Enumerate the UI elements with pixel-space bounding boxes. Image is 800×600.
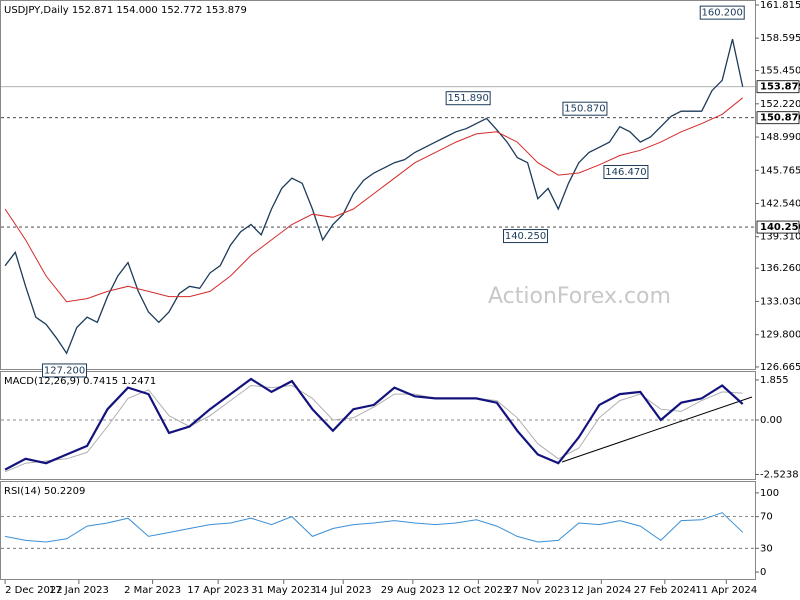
level-tag	[756, 80, 800, 94]
y-tick-label: 30	[760, 543, 773, 554]
x-tick-label: 17 Jan 2023	[49, 585, 109, 596]
y-tick-label: 126.665	[760, 362, 800, 373]
series-line	[4, 97, 744, 303]
x-tick-label: 12 Oct 2023	[447, 585, 509, 596]
x-tick-label: 27 Nov 2023	[506, 585, 570, 596]
y-tick-label: -2.5238	[760, 469, 799, 480]
level-tag	[756, 111, 800, 125]
annotation-label: 127.200	[44, 365, 85, 376]
x-tick-label: 11 Apr 2024	[695, 585, 757, 596]
level-tag-label: 140.250	[760, 222, 800, 233]
x-tick-label: 2 Dec 2022	[5, 585, 63, 596]
annotation-label: 140.250	[505, 231, 546, 242]
x-tick-label: 31 May 2023	[251, 585, 316, 596]
pane-title: MACD(12,26,9) 0.7415 1.2471	[4, 376, 156, 387]
annotation-label: 160.200	[702, 8, 743, 19]
level-tag	[756, 220, 800, 234]
y-tick-label: 145.765	[760, 165, 800, 176]
x-tick-label: 14 Jul 2023	[315, 585, 372, 596]
series-line	[4, 38, 744, 355]
annotation-box	[562, 101, 608, 116]
y-tick-label: 100	[760, 488, 779, 499]
rsi-pane	[0, 481, 756, 580]
annotation-box	[42, 363, 88, 378]
y-tick-label: 136.260	[760, 263, 800, 274]
x-tick-label: 2 Mar 2023	[124, 585, 181, 596]
price-pane	[0, 0, 756, 370]
pane-title: USDJPY,Daily 152.871 154.000 152.772 153…	[4, 5, 247, 16]
annotation-box	[445, 91, 491, 106]
watermark: ActionForex.com	[488, 284, 671, 309]
series-line	[4, 384, 743, 473]
x-tick-label: 12 Jan 2024	[571, 585, 631, 596]
y-tick-label: 70	[760, 512, 773, 523]
x-tick-label: 29 Aug 2023	[381, 585, 445, 596]
annotation-box	[699, 5, 745, 20]
series-line	[4, 377, 744, 471]
y-tick-label: 161.815	[760, 0, 800, 11]
y-tick-label: 139.310	[760, 232, 800, 243]
y-tick-label: 148.990	[760, 132, 800, 143]
annotation-label: 150.870	[564, 104, 605, 115]
level-tag-label: 153.879	[760, 82, 800, 93]
annotation-box	[603, 165, 649, 180]
annotation-box	[503, 229, 549, 244]
annotation-label: 151.890	[447, 93, 488, 104]
y-tick-label: 152.220	[760, 99, 800, 110]
y-tick-label: 155.450	[760, 66, 800, 77]
annotation-label: 146.470	[605, 167, 646, 178]
level-tag-label: 150.870	[760, 113, 800, 124]
macd-pane	[0, 371, 756, 480]
y-tick-label: 1.855	[760, 375, 789, 386]
series-line	[5, 512, 744, 543]
x-tick-label: 17 Apr 2023	[187, 585, 249, 596]
pane-title: RSI(14) 50.2209	[4, 486, 85, 497]
y-tick-label: 158.595	[760, 33, 800, 44]
y-tick-label: 0.00	[760, 415, 782, 426]
y-tick-label: 133.030	[760, 296, 800, 307]
y-tick-label: 142.540	[760, 198, 800, 209]
x-tick-label: 27 Feb 2024	[634, 585, 696, 596]
y-tick-label: 0	[760, 567, 766, 578]
y-tick-label: 129.800	[760, 330, 800, 341]
trend-line	[561, 396, 753, 463]
